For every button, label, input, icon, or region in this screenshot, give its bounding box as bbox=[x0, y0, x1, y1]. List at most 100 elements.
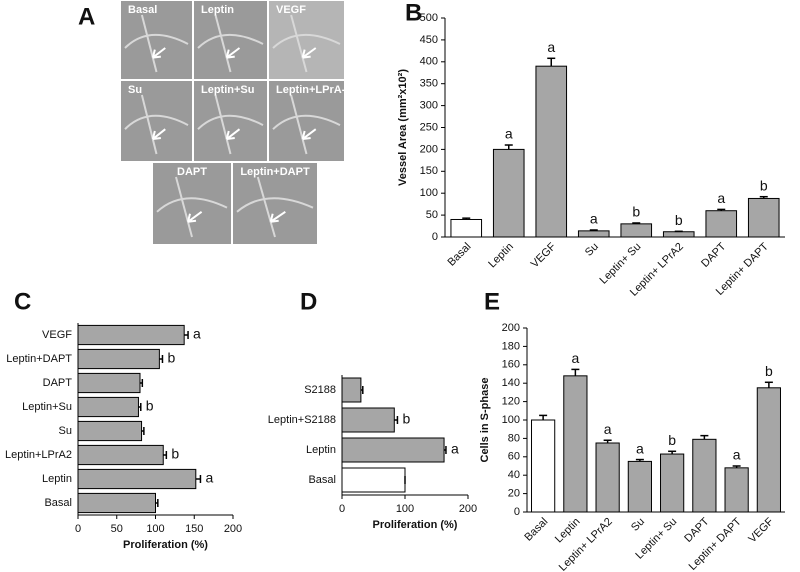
y-tick-label: Leptin+Su bbox=[22, 401, 72, 413]
x-tick-label: 150 bbox=[185, 523, 203, 535]
x-tick-label: 50 bbox=[111, 523, 123, 535]
x-tick-label: Leptin bbox=[486, 241, 516, 271]
significance-label: a bbox=[451, 441, 459, 457]
significance-label: a bbox=[205, 470, 213, 486]
y-tick-label: 250 bbox=[420, 121, 438, 133]
micrograph-texture bbox=[197, 94, 264, 155]
y-tick-label: 140 bbox=[502, 377, 520, 389]
y-tick-label: Leptin+DAPT bbox=[6, 353, 72, 365]
y-tick-label: 50 bbox=[426, 209, 438, 221]
significance-label: a bbox=[547, 39, 555, 55]
bar bbox=[77, 468, 197, 490]
panel-letter: D bbox=[300, 288, 317, 315]
x-tick-label: 0 bbox=[75, 523, 81, 535]
y-tick-label: DAPT bbox=[43, 377, 73, 389]
x-axis-label: Proliferation (%) bbox=[123, 539, 208, 551]
x-tick-label: DAPT bbox=[699, 240, 728, 269]
x-tick-label: VEGF bbox=[746, 515, 776, 545]
y-tick-label: Leptin bbox=[306, 444, 336, 456]
bar bbox=[535, 65, 568, 238]
x-tick-label: 100 bbox=[396, 503, 414, 515]
y-tick-label: Basal bbox=[308, 474, 336, 486]
bar bbox=[492, 148, 525, 238]
y-axis-label: Vessel Area (mm²x10²) bbox=[397, 69, 409, 186]
x-axis-label: Proliferation (%) bbox=[373, 519, 458, 531]
significance-label: a bbox=[590, 211, 598, 227]
image-label: VEGF bbox=[276, 4, 306, 16]
y-tick-label: 150 bbox=[420, 165, 438, 177]
bar bbox=[563, 375, 588, 513]
arrow bbox=[301, 47, 317, 59]
significance-label: b bbox=[760, 177, 768, 193]
x-tick-label: Basal bbox=[522, 516, 550, 544]
arrow bbox=[187, 210, 203, 223]
y-tick-label: Basal bbox=[44, 497, 72, 509]
significance-label: a bbox=[505, 126, 513, 142]
bar bbox=[450, 218, 483, 238]
significance-label: b bbox=[668, 432, 676, 448]
micrograph-texture bbox=[197, 14, 264, 73]
bar bbox=[341, 377, 362, 403]
arrow bbox=[225, 47, 241, 59]
y-tick-label: Leptin+LPrA2 bbox=[5, 449, 72, 461]
significance-label: a bbox=[193, 326, 201, 342]
significance-label: b bbox=[171, 446, 179, 462]
significance-label: a bbox=[733, 447, 741, 463]
x-tick-label: Su bbox=[583, 241, 601, 259]
micrograph-texture bbox=[124, 14, 189, 73]
bar bbox=[620, 223, 653, 238]
bar bbox=[341, 407, 395, 433]
y-tick-label: 100 bbox=[502, 414, 520, 426]
y-tick-label: 400 bbox=[420, 56, 438, 68]
x-tick-label: 0 bbox=[339, 503, 345, 515]
image-label: Leptin+Su bbox=[201, 84, 254, 96]
y-tick-label: 300 bbox=[420, 100, 438, 112]
bar bbox=[77, 444, 164, 466]
y-tick-label: 450 bbox=[420, 34, 438, 46]
y-tick-label: 80 bbox=[508, 432, 520, 444]
bar bbox=[747, 197, 780, 238]
bar bbox=[756, 387, 781, 513]
y-tick-label: 160 bbox=[502, 359, 520, 371]
image-label: Leptin bbox=[201, 4, 234, 16]
bar bbox=[660, 453, 685, 513]
y-tick-label: 350 bbox=[420, 78, 438, 90]
micrograph-texture bbox=[156, 176, 228, 238]
bar bbox=[692, 438, 717, 513]
bar bbox=[724, 467, 749, 513]
image-label: Leptin+DAPT bbox=[240, 166, 310, 178]
significance-label: b bbox=[765, 363, 773, 379]
micrograph-texture bbox=[124, 94, 189, 155]
x-tick-label: Leptin bbox=[553, 516, 583, 546]
y-tick-label: 500 bbox=[420, 12, 438, 24]
panel-letter: B bbox=[405, 0, 422, 26]
y-tick-label: 60 bbox=[508, 451, 520, 463]
x-tick-label: Basal bbox=[445, 241, 473, 269]
micrograph-texture bbox=[272, 94, 341, 155]
x-tick-label: DAPT bbox=[682, 515, 711, 544]
arrow bbox=[225, 128, 241, 141]
bar bbox=[531, 419, 556, 513]
bar bbox=[77, 372, 141, 394]
x-tick-label: Su bbox=[629, 516, 647, 534]
y-tick-label: Leptin bbox=[42, 473, 72, 485]
bar bbox=[77, 492, 156, 514]
image-label: Basal bbox=[128, 4, 157, 16]
significance-label: a bbox=[717, 190, 725, 206]
arrow bbox=[301, 128, 317, 141]
y-tick-label: 40 bbox=[508, 469, 520, 481]
micrograph-texture bbox=[272, 14, 341, 73]
y-tick-label: S2188 bbox=[304, 384, 336, 396]
panel-letter: C bbox=[14, 288, 31, 315]
x-tick-label: 200 bbox=[459, 503, 477, 515]
y-tick-label: 200 bbox=[420, 143, 438, 155]
bar bbox=[577, 230, 610, 238]
y-tick-label: VEGF bbox=[42, 329, 72, 341]
arrow bbox=[269, 210, 286, 223]
y-tick-label: 180 bbox=[502, 340, 520, 352]
y-tick-label: 100 bbox=[420, 187, 438, 199]
x-tick-label: Leptin+ Su bbox=[598, 241, 644, 287]
bar bbox=[77, 324, 185, 346]
image-label: DAPT bbox=[177, 166, 207, 178]
